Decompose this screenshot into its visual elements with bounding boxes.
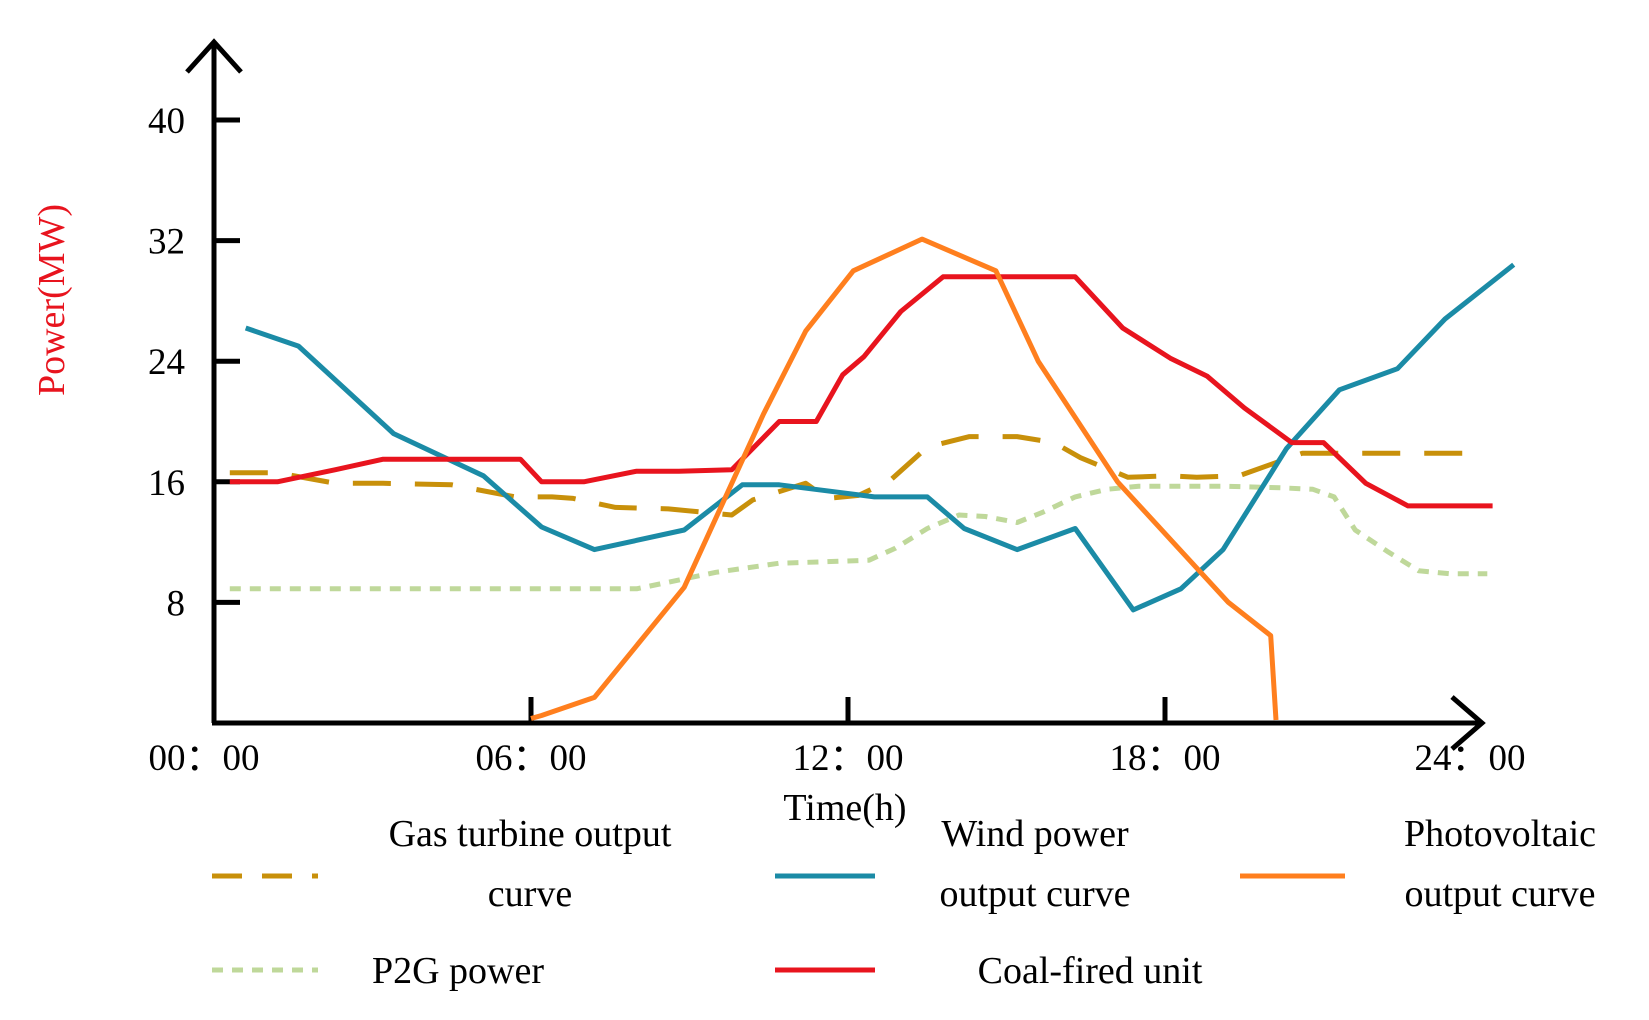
x-axis-arrowhead: [1450, 695, 1486, 751]
legend-label: curve: [488, 873, 572, 915]
legend-label: Photovoltaic: [1404, 813, 1596, 855]
legend: Gas turbine output curve Wind power output …: [212, 813, 1596, 992]
legend-label: P2G power: [372, 950, 544, 992]
y-tick-label: 24: [148, 342, 185, 383]
series-line-photovoltaic-output-curve: [530, 236, 1279, 721]
y-tick-label: 40: [148, 101, 185, 142]
y-tick-label: 8: [167, 583, 186, 624]
x-tick-label: 12：00: [793, 738, 904, 779]
legend-label: output curve: [939, 873, 1130, 915]
series-line-gas-turbine-output-curve: [229, 434, 1482, 518]
series-line-coal-fired-unit: [229, 274, 1493, 509]
legend-label: Gas turbine output: [389, 813, 672, 855]
axes: [185, 38, 1486, 751]
x-tick-label: 00：00: [149, 738, 260, 779]
series-line-p2g-power: [229, 483, 1488, 592]
x-tick-label: 06：00: [476, 738, 587, 779]
x-axis-title: Time(h): [783, 787, 906, 829]
y-tick-label: 32: [148, 222, 185, 263]
y-axis-arrowhead: [185, 38, 243, 74]
legend-label: Wind power: [941, 813, 1129, 855]
y-tick-label: 16: [148, 463, 185, 504]
x-tick-label: 18：00: [1110, 738, 1221, 779]
series-line-wind-power-output-curve: [244, 262, 1516, 613]
legend-label: Coal-fired unit: [978, 950, 1203, 992]
legend-label: output curve: [1404, 873, 1595, 915]
x-tick-label: 24：00: [1415, 738, 1526, 779]
y-axis-title: Power(MW): [31, 204, 73, 396]
